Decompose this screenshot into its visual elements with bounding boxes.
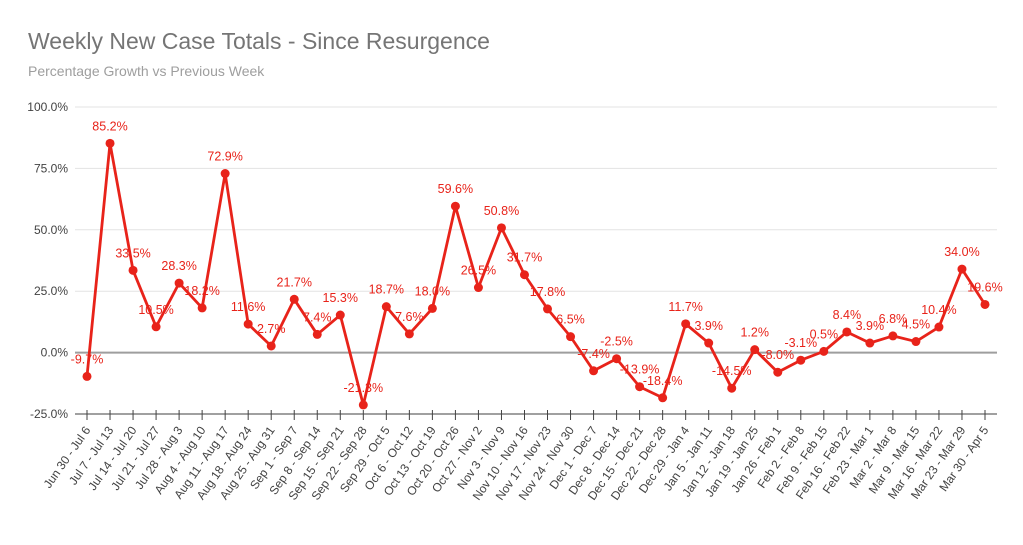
data-point[interactable]: [819, 346, 829, 356]
data-point[interactable]: [358, 400, 368, 410]
data-label: 26.5%: [461, 264, 496, 278]
data-label: 31.7%: [507, 251, 542, 265]
data-label: -14.5%: [712, 364, 752, 378]
data-label: 3.9%: [856, 319, 885, 333]
data-point[interactable]: [566, 332, 576, 342]
y-axis-label: 100.0%: [27, 100, 68, 114]
data-point[interactable]: [612, 354, 622, 364]
data-label: 50.8%: [484, 204, 519, 218]
data-point[interactable]: [381, 302, 391, 312]
data-point[interactable]: [957, 264, 967, 274]
data-label: 33.5%: [115, 246, 150, 260]
data-label: -18.4%: [643, 374, 683, 388]
data-label: 18.2%: [184, 284, 219, 298]
data-point[interactable]: [197, 303, 207, 313]
data-point[interactable]: [289, 294, 299, 304]
data-label: 18.7%: [369, 283, 404, 297]
data-label: 72.9%: [207, 150, 242, 164]
y-axis-label: 0.0%: [41, 346, 69, 360]
data-point[interactable]: [128, 265, 138, 275]
data-label: 7.6%: [395, 310, 424, 324]
data-point[interactable]: [681, 319, 691, 329]
data-label: 8.4%: [833, 308, 862, 322]
data-label: 18.0%: [415, 284, 450, 298]
y-axis-label: -25.0%: [30, 407, 68, 421]
chart-title: Weekly New Case Totals - Since Resurgenc…: [28, 28, 490, 54]
data-point[interactable]: [473, 283, 483, 293]
data-point[interactable]: [888, 331, 898, 341]
data-point[interactable]: [266, 341, 276, 351]
data-point[interactable]: [842, 327, 852, 337]
data-point[interactable]: [589, 366, 599, 376]
data-point[interactable]: [543, 304, 553, 314]
data-label: 28.3%: [161, 259, 196, 273]
data-point[interactable]: [704, 338, 714, 348]
series-line: [85, 141, 987, 407]
data-label: 10.4%: [921, 303, 956, 317]
data-label: -21.3%: [344, 381, 384, 395]
data-point[interactable]: [174, 278, 184, 288]
data-label: -3.1%: [784, 336, 817, 350]
y-axis-label: 25.0%: [34, 284, 68, 298]
data-label: 6.8%: [879, 312, 908, 326]
data-point[interactable]: [796, 355, 806, 365]
data-point[interactable]: [865, 338, 875, 348]
data-label: 3.9%: [694, 319, 723, 333]
data-label: -7.4%: [577, 347, 610, 361]
data-label: -8.0%: [761, 348, 794, 362]
data-label: 4.5%: [902, 318, 931, 332]
data-label: 11.7%: [668, 300, 703, 314]
data-point[interactable]: [312, 329, 322, 339]
data-label: 19.6%: [967, 280, 1002, 294]
data-point[interactable]: [404, 329, 414, 339]
data-label: 34.0%: [944, 245, 979, 259]
data-point[interactable]: [727, 383, 737, 393]
data-point[interactable]: [82, 371, 92, 381]
data-point[interactable]: [750, 345, 760, 355]
data-point[interactable]: [335, 310, 345, 320]
data-label: -13.9%: [620, 363, 660, 377]
data-point[interactable]: [427, 303, 437, 313]
data-label: 15.3%: [323, 291, 358, 305]
data-point[interactable]: [243, 319, 253, 329]
data-point[interactable]: [658, 393, 668, 403]
data-label: 0.5%: [810, 327, 839, 341]
data-point[interactable]: [980, 299, 990, 309]
y-axis-label: 50.0%: [34, 223, 68, 237]
data-label: 85.2%: [92, 119, 127, 133]
data-point[interactable]: [151, 322, 161, 332]
data-label: 7.4%: [303, 310, 332, 324]
data-label: 59.6%: [438, 182, 473, 196]
data-point[interactable]: [105, 138, 115, 148]
data-point[interactable]: [773, 367, 783, 377]
data-point[interactable]: [934, 322, 944, 332]
data-label: -9.7%: [71, 352, 104, 366]
data-label: -2.5%: [600, 335, 633, 349]
data-point[interactable]: [496, 223, 506, 233]
data-label: 21.7%: [277, 275, 312, 289]
data-point[interactable]: [450, 201, 460, 211]
chart-subtitle: Percentage Growth vs Previous Week: [28, 63, 265, 79]
data-point[interactable]: [220, 169, 230, 179]
data-label: 6.5%: [556, 313, 585, 327]
data-point[interactable]: [635, 382, 645, 392]
data-label: 10.5%: [138, 303, 173, 317]
y-axis-label: 75.0%: [34, 161, 68, 175]
data-label: 2.7%: [257, 322, 286, 336]
data-label: 11.6%: [231, 300, 266, 314]
data-point[interactable]: [911, 337, 921, 347]
data-label: 1.2%: [740, 326, 769, 340]
data-label: 17.8%: [530, 285, 565, 299]
data-point[interactable]: [519, 270, 529, 280]
